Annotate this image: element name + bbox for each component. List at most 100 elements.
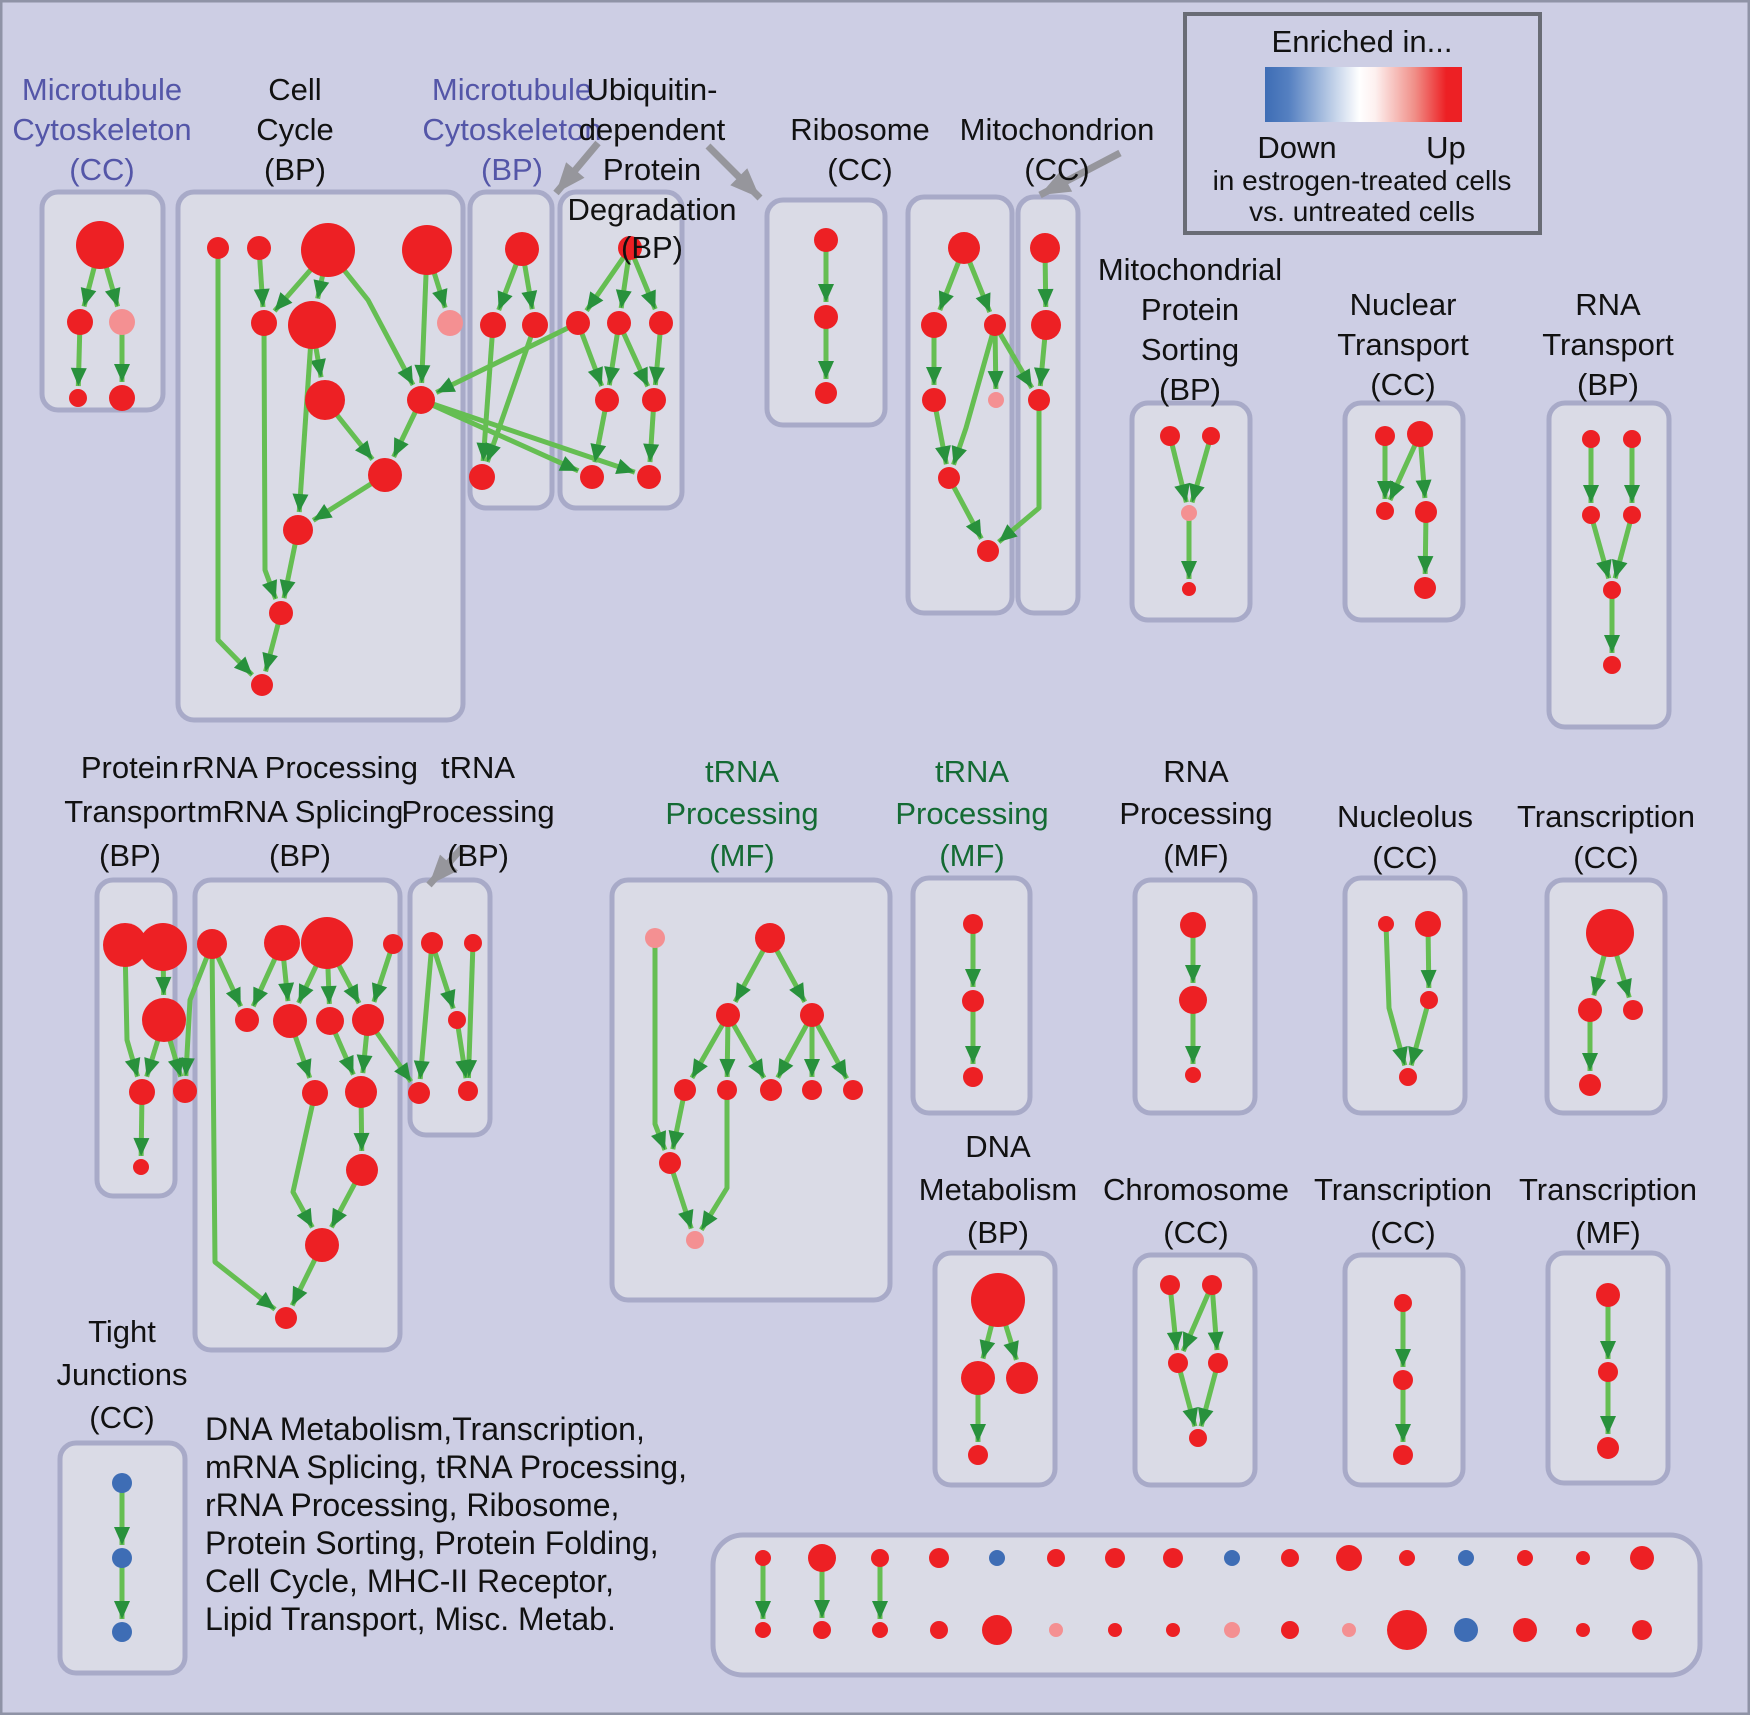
label-nucleolus-cc: Nucleolus (CC): [1337, 799, 1473, 875]
go-term-node-V2: [814, 305, 838, 329]
go-term-node-T4: [129, 1079, 155, 1105]
go-term-node-H1: [1596, 1283, 1620, 1307]
edge-W4-W8: [371, 943, 396, 1003]
cluster-box-rna-transport: [1546, 400, 1672, 730]
edge-S3-S5: [1588, 514, 1612, 580]
legend-context-line2: vs. untreated cells: [1249, 196, 1475, 227]
label-transcription-cc-lower: Transcription (CC): [1314, 1172, 1492, 1250]
legend-up-label: Up: [1426, 130, 1466, 165]
go-term-node-W7: [316, 1007, 344, 1035]
go-term-node-BT16: [1630, 1546, 1654, 1570]
go-term-node-U8: [637, 465, 661, 489]
go-term-node-J2: [112, 1548, 132, 1568]
label-microtubule-cytoskeleton-bp: Microtubule Cytoskeleton (BP): [422, 72, 601, 187]
cluster-box-chromosome: [1132, 1252, 1258, 1488]
go-term-node-K4: [1579, 1074, 1601, 1096]
go-term-node-T3: [142, 998, 186, 1042]
go-term-node-BT14: [1517, 1550, 1533, 1566]
go-term-node-C3: [522, 312, 548, 338]
go-term-node-BB16: [1632, 1620, 1652, 1640]
go-term-node-BT11: [1336, 1545, 1362, 1571]
label-trna-processing-mf-1: tRNA Processing (MF): [665, 754, 818, 873]
edge-B5-B12: [261, 322, 279, 600]
go-term-node-N4: [1399, 1068, 1417, 1086]
edge-W1-W13: [209, 943, 277, 1312]
go-term-node-X5: [458, 1081, 478, 1101]
edge-U2-B8: [435, 320, 580, 395]
go-term-node-S3: [1582, 506, 1600, 524]
edge-B8-U7: [419, 397, 580, 474]
edge-T1-T4: [122, 944, 141, 1078]
label-nuclear-transport-cc: Nuclear Transport (CC): [1337, 287, 1469, 402]
go-term-node-G3: [1185, 1067, 1201, 1083]
go-term-node-N1: [1378, 916, 1394, 932]
go-term-node-A5: [109, 385, 135, 411]
go-term-node-S1: [1582, 430, 1600, 448]
legend: Enriched in... Down Up in estrogen-treat…: [1183, 12, 1542, 235]
go-term-node-BT1: [755, 1550, 771, 1566]
edge-W9-W12: [290, 1092, 318, 1229]
go-term-node-BB2: [813, 1621, 831, 1639]
go-term-node-U7: [580, 465, 604, 489]
go-term-node-Y10: [686, 1231, 704, 1249]
go-term-node-B12: [269, 601, 293, 625]
legend-gradient-bar: [1265, 67, 1462, 122]
edge-E3-E5: [1175, 1362, 1199, 1428]
go-term-node-T1: [103, 923, 147, 967]
go-term-node-BB5: [982, 1615, 1012, 1645]
cluster-box-transcription-cc-upper: [1544, 877, 1668, 1116]
edge-X3-X5: [454, 1019, 472, 1079]
go-term-node-U2: [566, 311, 590, 335]
misc-clusters-note: DNA Metabolism,Transcription, mRNA Splici…: [205, 1411, 687, 1637]
go-term-node-W11: [346, 1154, 378, 1186]
go-term-node-C1: [505, 232, 539, 266]
go-term-node-Q2: [1407, 421, 1433, 447]
label-mitochondrion-cc: Mitochondrion (CC): [960, 112, 1155, 187]
go-term-node-BT3: [871, 1549, 889, 1567]
go-term-node-BB4: [930, 1621, 948, 1639]
go-term-node-H2: [1598, 1362, 1618, 1382]
go-term-node-J3: [112, 1622, 132, 1642]
label-dna-metabolism-bp: DNA Metabolism (BP): [919, 1129, 1078, 1250]
go-term-node-BT12: [1399, 1550, 1415, 1566]
go-term-node-X4: [408, 1082, 430, 1104]
go-term-node-C4: [469, 464, 495, 490]
edge-X2-X5: [461, 942, 478, 1079]
go-term-node-BB3: [872, 1622, 888, 1638]
edge-R3-M3: [992, 323, 1035, 390]
label-ubiquitin-degradation-bp: Ubiquitin-dependent Protein Degradation (BP…: [568, 72, 737, 265]
go-term-node-A4: [69, 389, 87, 407]
go-term-node-V1: [814, 228, 838, 252]
cluster-box-misc-bottom: [710, 1532, 1703, 1678]
go-term-node-Y2: [716, 1003, 740, 1027]
go-term-node-U1: [618, 236, 642, 260]
cluster-box-nucleolus: [1342, 875, 1468, 1116]
go-term-node-W8: [352, 1004, 384, 1036]
go-term-node-B8: [407, 386, 435, 414]
edge-S4-S5: [1611, 514, 1635, 580]
go-term-node-M3: [1028, 389, 1050, 411]
go-term-node-BB15: [1576, 1623, 1590, 1637]
annotation-arrow-to-mitochondrion-box: [1038, 149, 1122, 199]
go-term-node-S6: [1603, 656, 1621, 674]
label-transcription-mf: Transcription (MF): [1519, 1172, 1697, 1250]
go-term-node-B13: [251, 674, 273, 696]
go-term-node-D3: [1006, 1362, 1038, 1394]
go-term-node-W1: [197, 929, 227, 959]
edge-X1-X3: [429, 942, 456, 1010]
label-trna-processing-mf-2: tRNA Processing (MF): [895, 754, 1048, 873]
cluster-box-microtubule-cc: [39, 189, 166, 413]
go-term-node-W2: [264, 925, 300, 961]
go-term-node-Z1: [963, 914, 983, 934]
edge-N1-N4: [1383, 923, 1408, 1067]
label-mitochondrial-protein-sorting-bp: Mitochondrial Protein Sorting (BP): [1098, 252, 1282, 407]
go-term-node-R6: [938, 467, 960, 489]
label-transcription-cc-upper: Transcription (CC): [1517, 799, 1695, 875]
go-term-node-P3: [1181, 505, 1197, 521]
label-cell-cycle-bp: Cell Cycle (BP): [256, 72, 334, 187]
go-term-node-V3: [815, 382, 837, 404]
network-layer: Microtubule Cytoskeleton (CC) Cell Cycle (BP)…: [12, 72, 1703, 1678]
go-term-node-BT9: [1224, 1550, 1240, 1566]
go-term-node-X3: [448, 1011, 466, 1029]
go-term-node-Q1: [1375, 426, 1395, 446]
